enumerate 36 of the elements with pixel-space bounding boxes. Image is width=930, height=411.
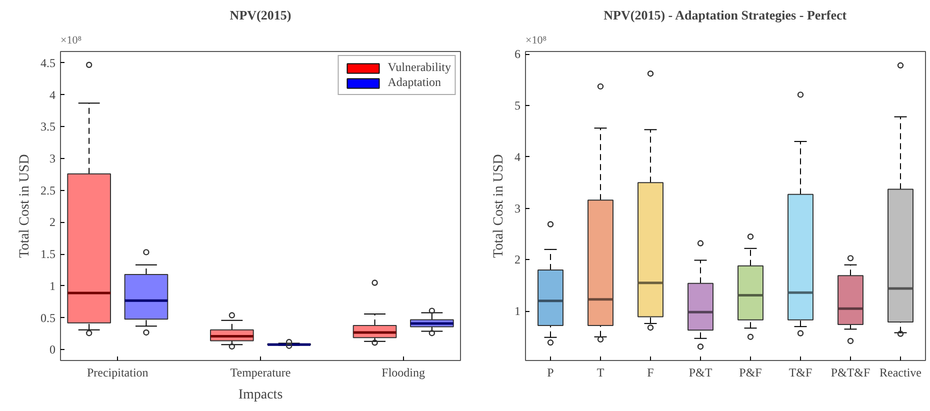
x-tick-label: Flooding: [382, 366, 426, 380]
x-tick-label: Temperature: [230, 366, 291, 380]
x-tick-label: P&F: [739, 366, 762, 380]
x-tick-label: T&F: [788, 366, 812, 380]
y-tick-label: 2: [50, 215, 56, 230]
text: ×10⁸: [60, 34, 82, 46]
x-tick-label: P&T: [688, 366, 713, 380]
chart-title: NPV(2015): [230, 8, 292, 22]
y-tick-label: 4: [514, 150, 520, 164]
y-tick-label: 6: [514, 47, 520, 62]
y-tick-label: 4.5: [40, 56, 56, 70]
x-tick-label: P&T&F: [830, 366, 870, 380]
y-tick-label: 3.5: [40, 120, 56, 134]
y-tick-label: 0.5: [40, 310, 56, 325]
x-tick-label: F: [647, 366, 654, 380]
y-tick-label: 4: [50, 88, 56, 102]
y-tick-label: 2.5: [40, 183, 56, 198]
x-tick-label: Precipitation: [86, 366, 148, 380]
y-tick-label: 2: [514, 252, 520, 267]
y-tick-label: 0: [50, 342, 56, 357]
chart-title: NPV(2015) - Adaptation Strategies - Perfect: [604, 8, 848, 22]
x-tick-label: T: [596, 366, 605, 380]
y-tick-label: 1: [50, 278, 56, 293]
legend-label: Vulnerability: [388, 60, 451, 75]
x-tick-label: P: [547, 366, 554, 380]
x-tick-label: Reactive: [880, 366, 922, 380]
y-tick-label: 5: [514, 98, 520, 112]
text: ×10⁸: [526, 34, 547, 46]
y-axis-title: Total Cost in USD: [18, 154, 32, 258]
y-tick-label: 1.5: [40, 247, 56, 262]
y-tick-label: 3: [50, 152, 56, 166]
y-tick-label: 1: [514, 304, 520, 318]
legend-label: Adaptation: [388, 75, 442, 90]
y-tick-label: 3: [514, 201, 520, 216]
x-axis-title: Impacts: [238, 388, 283, 402]
y-axis-title: Total Cost in USD: [492, 154, 506, 258]
